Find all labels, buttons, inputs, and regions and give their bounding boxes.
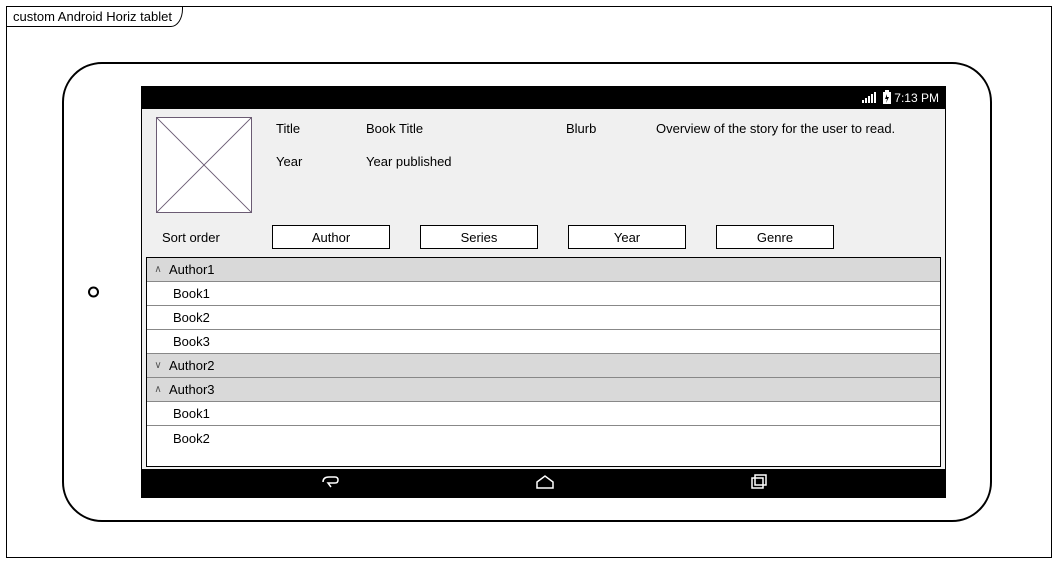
list-group-label: Author2 bbox=[169, 358, 215, 373]
book-cover-placeholder bbox=[156, 117, 252, 213]
frame-title: custom Android Horiz tablet bbox=[6, 6, 183, 27]
book-detail-panel: Title Book Title Blurb Overview of the s… bbox=[142, 109, 945, 219]
wireframe-frame: custom Android Horiz tablet bbox=[6, 6, 1052, 558]
book-detail-fields: Title Book Title Blurb Overview of the s… bbox=[276, 117, 931, 169]
chevron-up-icon: ∧ bbox=[153, 264, 163, 275]
tablet-home-button[interactable] bbox=[88, 287, 99, 298]
list-group-header[interactable]: ∧ Author3 bbox=[147, 378, 940, 402]
sort-order-label: Sort order bbox=[156, 230, 242, 245]
sort-year-button[interactable]: Year bbox=[568, 225, 686, 249]
app-content: Title Book Title Blurb Overview of the s… bbox=[142, 109, 945, 469]
sort-series-button[interactable]: Series bbox=[420, 225, 538, 249]
list-group-header[interactable]: ∧ Author1 bbox=[147, 258, 940, 282]
year-value: Year published bbox=[366, 154, 556, 169]
list-group-header[interactable]: ∨ Author2 bbox=[147, 354, 940, 378]
sort-order-row: Sort order Author Series Year Genre bbox=[142, 219, 945, 257]
nav-back-icon[interactable] bbox=[319, 474, 341, 493]
title-label: Title bbox=[276, 121, 356, 136]
sort-genre-button[interactable]: Genre bbox=[716, 225, 834, 249]
list-item[interactable]: Book1 bbox=[147, 402, 940, 426]
year-label: Year bbox=[276, 154, 356, 169]
list-group-label: Author3 bbox=[169, 382, 215, 397]
statusbar-time: 7:13 PM bbox=[894, 91, 939, 105]
android-statusbar: 7:13 PM bbox=[142, 87, 945, 109]
blurb-label: Blurb bbox=[566, 121, 646, 136]
list-group-label: Author1 bbox=[169, 262, 215, 277]
tablet-body: 7:13 PM Title Book Title Blurb Overvie bbox=[62, 62, 992, 522]
chevron-up-icon: ∧ bbox=[153, 384, 163, 395]
list-item[interactable]: Book3 bbox=[147, 330, 940, 354]
sort-author-button[interactable]: Author bbox=[272, 225, 390, 249]
chevron-down-icon: ∨ bbox=[153, 360, 163, 371]
android-navbar bbox=[142, 469, 945, 497]
list-item[interactable]: Book2 bbox=[147, 306, 940, 330]
title-value: Book Title bbox=[366, 121, 556, 136]
battery-icon bbox=[882, 90, 892, 107]
nav-home-icon[interactable] bbox=[535, 474, 555, 493]
blurb-value: Overview of the story for the user to re… bbox=[656, 121, 931, 136]
nav-recent-icon[interactable] bbox=[750, 474, 768, 493]
book-list: ∧ Author1 Book1 Book2 Book3 ∨ Author2 ∧ … bbox=[146, 257, 941, 467]
tablet-screen: 7:13 PM Title Book Title Blurb Overvie bbox=[141, 86, 946, 498]
list-item[interactable]: Book1 bbox=[147, 282, 940, 306]
list-item[interactable]: Book2 bbox=[147, 426, 940, 450]
signal-icon bbox=[862, 91, 880, 106]
